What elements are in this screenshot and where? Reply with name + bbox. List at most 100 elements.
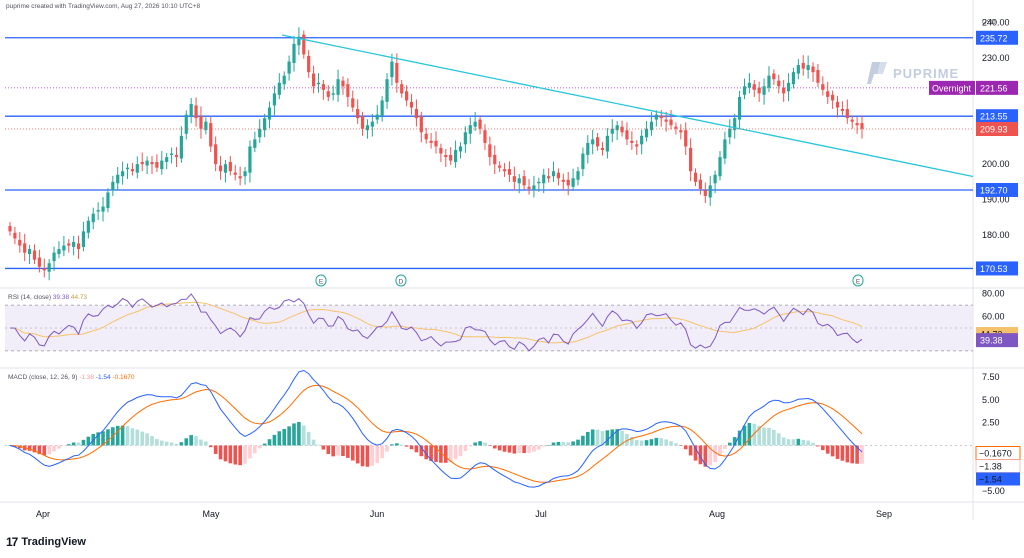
candle — [840, 108, 845, 112]
candle — [184, 114, 188, 134]
candle — [67, 243, 71, 246]
macd-histogram-bar — [683, 445, 688, 450]
tradingview-footer[interactable]: 17 TradingView — [6, 535, 86, 549]
macd-histogram-bar — [106, 429, 110, 446]
macd-histogram-bar — [189, 435, 193, 446]
candle — [204, 121, 208, 131]
macd-histogram-bar — [855, 445, 859, 464]
macd-histogram-bar — [453, 445, 458, 460]
macd-histogram-bar — [821, 445, 825, 451]
event-marker-label: E — [319, 279, 324, 286]
macd-histogram-bar — [130, 428, 135, 446]
macd-histogram-bar — [155, 439, 159, 446]
candle — [571, 178, 575, 187]
macd-value-tag-label: −1.38 — [979, 462, 1002, 472]
candle — [243, 171, 247, 177]
macd-histogram-bar — [781, 437, 786, 446]
macd-histogram-bar — [184, 438, 189, 446]
macd-histogram-bar — [644, 440, 649, 446]
candle — [679, 130, 683, 133]
candles — [8, 27, 864, 281]
candle — [786, 82, 791, 92]
macd-histogram-bar — [566, 442, 571, 446]
candle — [52, 252, 56, 262]
macd-histogram-bar — [497, 445, 502, 451]
level-tag — [976, 261, 1018, 276]
macd-tick-label: −5.00 — [982, 486, 1005, 496]
candle — [341, 80, 345, 87]
candle — [365, 125, 370, 131]
candle — [326, 91, 330, 97]
candle — [801, 62, 805, 69]
macd-histogram-bar — [752, 423, 757, 446]
candle — [468, 125, 472, 134]
macd-histogram-bar — [208, 445, 213, 448]
candle — [620, 126, 624, 133]
candle — [444, 154, 448, 158]
macd-histogram-bar — [811, 442, 815, 446]
candle — [385, 79, 389, 102]
time-tick-label: May — [202, 509, 220, 519]
macd-histogram-bar — [468, 445, 473, 447]
macd-histogram-bar — [708, 445, 713, 466]
candle — [453, 150, 458, 163]
rsi-ma-legend-value: 44.73 — [71, 294, 88, 301]
candle — [752, 84, 756, 90]
macd-histogram-bar — [414, 445, 419, 453]
candle — [405, 91, 409, 101]
candle — [591, 139, 595, 145]
macd-histogram-bar — [806, 440, 810, 446]
candle — [375, 114, 379, 120]
macd-histogram-bar — [150, 435, 154, 446]
candle — [542, 174, 546, 184]
candle — [111, 181, 115, 191]
candle — [160, 160, 164, 170]
candle — [693, 172, 698, 182]
macd-histogram-bar — [57, 445, 61, 449]
macd-histogram-bar — [380, 445, 384, 459]
macd-histogram-bar — [419, 445, 424, 457]
macd-histogram-bar — [66, 444, 71, 446]
time-tick-label: Apr — [36, 509, 50, 519]
macd-histogram-bar — [762, 427, 766, 446]
candle — [57, 249, 61, 255]
macd-histogram-bar — [385, 445, 389, 452]
candle — [458, 146, 463, 152]
macd-histogram-bar — [581, 435, 585, 446]
candle — [625, 130, 629, 140]
candle — [806, 65, 810, 71]
candle — [125, 167, 130, 170]
candle — [253, 139, 257, 148]
macd-histogram-bar — [159, 440, 164, 446]
macd-histogram-bar — [664, 439, 668, 446]
macd-histogram-bar — [776, 433, 781, 446]
rsi-legend: RSI (14, close) 39.38 44.73 — [8, 294, 88, 301]
candle — [302, 34, 306, 55]
macd-histogram-bar — [688, 445, 693, 456]
candle — [737, 96, 742, 120]
candle — [81, 231, 86, 247]
macd-histogram-bar — [27, 445, 32, 451]
macd-histogram-bar — [679, 445, 683, 446]
candle — [429, 140, 433, 143]
macd-histogram-bar — [532, 445, 536, 452]
macd-histogram-bar — [341, 445, 345, 457]
macd-histogram-bar — [693, 445, 698, 461]
currency-label: USD — [982, 19, 996, 26]
macd-histogram-bar — [620, 430, 624, 446]
macd-histogram-bar — [301, 425, 306, 446]
candle — [689, 147, 693, 172]
candle — [473, 121, 477, 127]
candle — [76, 243, 81, 250]
candle — [498, 165, 502, 168]
macd-histogram-bar — [492, 445, 497, 449]
candle — [135, 164, 139, 173]
candle — [287, 61, 291, 74]
macd-histogram-bar — [321, 445, 326, 450]
candle — [307, 55, 311, 73]
macd-histogram-bar — [674, 443, 678, 446]
candle — [121, 171, 125, 177]
macd-histogram-legend-value: -1.38 — [79, 374, 96, 381]
candle — [507, 169, 512, 175]
